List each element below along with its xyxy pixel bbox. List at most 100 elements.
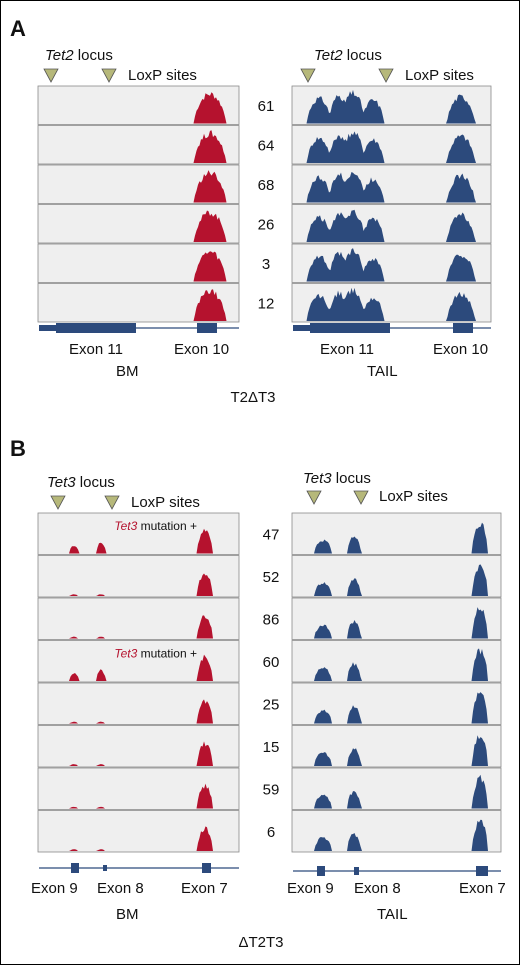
panel-b-bm-loxp-label: LoxP sites xyxy=(131,494,200,511)
bm-coverage-peak xyxy=(39,130,238,163)
panel-a-bm-gene-model xyxy=(39,323,239,333)
loxp-triangle-icon xyxy=(50,495,66,510)
tail-track xyxy=(291,204,492,244)
tail-coverage-peak xyxy=(293,648,500,681)
panel-a: A Tet2 locus LoxP sites Tet2 locus LoxP … xyxy=(10,16,492,406)
panel-b-letter: B xyxy=(10,436,26,461)
bm-track xyxy=(37,512,240,555)
sample-id: 68 xyxy=(258,177,275,194)
loxp-triangle-icon xyxy=(353,490,369,505)
panel-b: B Tet3 locus LoxP sites Tet3 locus LoxP … xyxy=(10,436,506,951)
bm-coverage-peak xyxy=(39,210,238,242)
tail-track xyxy=(291,597,502,640)
panel-b-tail-label: TAIL xyxy=(377,906,408,923)
bm-track xyxy=(37,555,240,598)
bm-track xyxy=(37,810,240,853)
tail-track xyxy=(291,243,492,283)
panel-b-genotype-label: ΔT2T3 xyxy=(238,934,283,951)
bm-track xyxy=(37,283,240,323)
tail-coverage-peak xyxy=(293,131,490,163)
sample-id: 86 xyxy=(263,611,280,628)
tail-track xyxy=(291,767,502,810)
loxp-triangle-icon xyxy=(300,68,316,83)
loxp-triangle-icon xyxy=(101,68,117,83)
mutation-label: Tet3 mutation + xyxy=(114,519,197,533)
mutation-label: Tet3 mutation + xyxy=(114,647,197,661)
sample-id: 25 xyxy=(263,696,280,713)
sample-id: 3 xyxy=(262,256,270,273)
panel-b-tail-exon-label: Exon 9 xyxy=(287,880,334,897)
tail-track xyxy=(291,85,492,125)
tail-coverage-peak xyxy=(293,522,500,554)
tail-track xyxy=(291,512,502,555)
tail-coverage-peak xyxy=(293,89,490,124)
tail-coverage-peak xyxy=(293,209,490,242)
tail-track xyxy=(291,725,502,768)
panel-b-tail-exon-label: Exon 8 xyxy=(354,880,401,897)
panel-b-bm-exon-label: Exon 9 xyxy=(31,880,78,897)
bm-track xyxy=(37,204,240,244)
sample-id: 15 xyxy=(263,739,280,756)
sample-id: 61 xyxy=(258,98,275,115)
bm-track xyxy=(37,85,240,125)
bm-track xyxy=(37,125,240,165)
loxp-triangle-icon xyxy=(104,495,120,510)
panel-a-tracks: 61 64 68 26 3 12 xyxy=(37,85,492,323)
bm-track xyxy=(37,597,240,640)
panel-a-genotype-label: T2ΔT3 xyxy=(230,389,275,406)
panel-a-bm-exon-label: Exon 10 xyxy=(174,341,229,358)
bm-coverage-peak xyxy=(39,251,238,282)
tail-coverage-peak xyxy=(293,819,500,851)
panel-b-bm-exon-label: Exon 8 xyxy=(97,880,144,897)
panel-a-bm-label: BM xyxy=(116,363,139,380)
sample-id: 47 xyxy=(263,526,280,543)
sample-id: 6 xyxy=(267,824,275,841)
panel-a-bm-loxp-label: LoxP sites xyxy=(128,67,197,84)
tail-track xyxy=(291,555,502,598)
sample-id: 12 xyxy=(258,295,275,312)
loxp-triangle-icon xyxy=(43,68,59,83)
panel-a-tail-exon-label: Exon 10 xyxy=(433,341,488,358)
tail-track xyxy=(291,682,502,725)
loxp-triangle-icon xyxy=(378,68,394,83)
bm-track xyxy=(37,243,240,283)
sample-id: 64 xyxy=(258,137,275,154)
loxp-triangle-icon xyxy=(306,490,322,505)
bm-coverage-peak xyxy=(39,170,238,203)
panel-a-tail-exon-label: Exon 11 xyxy=(320,341,374,358)
tail-coverage-peak xyxy=(293,735,500,766)
panel-b-bm-exon-label: Exon 7 xyxy=(181,880,228,897)
sample-id: 52 xyxy=(263,569,280,586)
tail-track xyxy=(291,810,502,853)
bm-coverage-peak xyxy=(39,289,238,321)
tail-track xyxy=(291,125,492,165)
panel-a-tail-label: TAIL xyxy=(367,363,398,380)
tail-coverage-peak xyxy=(293,172,490,203)
panel-b-tail-exon-label: Exon 7 xyxy=(459,880,506,897)
panel-a-bm-locus-label: Tet2 locus xyxy=(45,47,113,64)
panel-b-bm-label: BM xyxy=(116,906,139,923)
panel-a-bm-exon-label: Exon 11 xyxy=(69,341,123,358)
bm-track xyxy=(37,164,240,204)
panel-b-bm-locus-label: Tet3 locus xyxy=(47,474,115,491)
tail-track xyxy=(291,283,492,323)
panel-a-tail-locus-label: Tet2 locus xyxy=(314,47,382,64)
tail-coverage-peak xyxy=(293,774,500,809)
bm-track xyxy=(37,725,240,768)
sample-id: 60 xyxy=(263,654,280,671)
bm-track xyxy=(37,682,240,725)
bm-coverage-peak xyxy=(39,92,238,124)
tail-coverage-peak xyxy=(293,248,490,282)
bm-track xyxy=(37,767,240,810)
tail-coverage-peak xyxy=(293,692,500,724)
panel-b-tail-loxp-label: LoxP sites xyxy=(379,488,448,505)
sample-id: 59 xyxy=(263,781,280,798)
panel-b-bm-gene-model xyxy=(39,863,239,873)
tail-track xyxy=(291,164,492,204)
panel-b-tracks: 47 Tet3 mutation + 52 86 60 Tet3 mutation + 25… xyxy=(37,512,502,853)
panel-b-tail-gene-model xyxy=(293,866,501,876)
sample-id: 26 xyxy=(258,216,275,233)
panel-a-letter: A xyxy=(10,16,26,41)
